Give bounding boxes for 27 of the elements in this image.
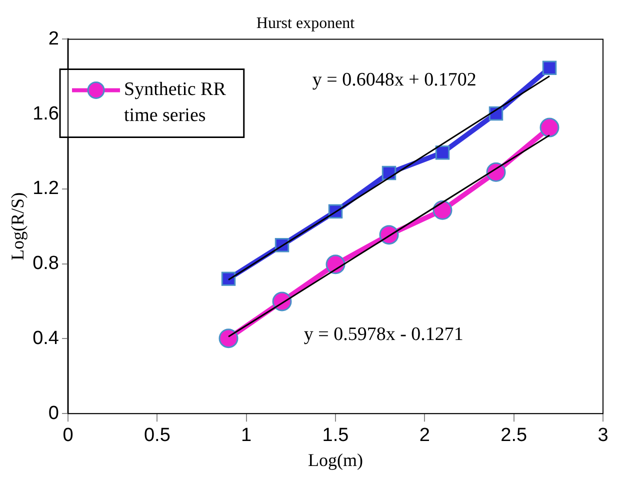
point	[540, 118, 560, 138]
y-tick-label: 0.8	[32, 253, 60, 274]
point	[542, 60, 557, 75]
chart-title: Hurst exponent	[256, 14, 356, 32]
point	[218, 328, 238, 348]
point	[486, 162, 506, 182]
annotation: y = 0.5978x - 0.1271	[304, 324, 464, 345]
annotation: y = 0.6048x + 0.1702	[312, 69, 476, 90]
y-tick-label: 1.6	[32, 103, 60, 124]
x-tick-label: 2.5	[500, 425, 528, 446]
x-tick-label: 1.5	[322, 425, 349, 446]
y-tick-label: 0	[48, 402, 60, 424]
x-tick-label: 0	[62, 425, 74, 446]
x-tick-label: 3	[598, 425, 608, 446]
point	[432, 200, 452, 220]
x-tick-label: 0.5	[144, 425, 170, 446]
point	[221, 272, 236, 286]
y-tick-label: 0.4	[32, 328, 60, 349]
y-axis-title: Log(R/S)	[8, 192, 28, 260]
x-tick-label: 2	[419, 425, 430, 446]
legend-label: Synthetic RR time series	[124, 79, 226, 126]
point	[326, 254, 346, 274]
y-tick-label: 1.2	[32, 178, 60, 200]
point	[435, 146, 450, 160]
x-tick-label: 1	[241, 425, 252, 446]
y-tick-label: 2	[48, 28, 60, 50]
x-axis-title: Log(m)	[308, 450, 364, 470]
